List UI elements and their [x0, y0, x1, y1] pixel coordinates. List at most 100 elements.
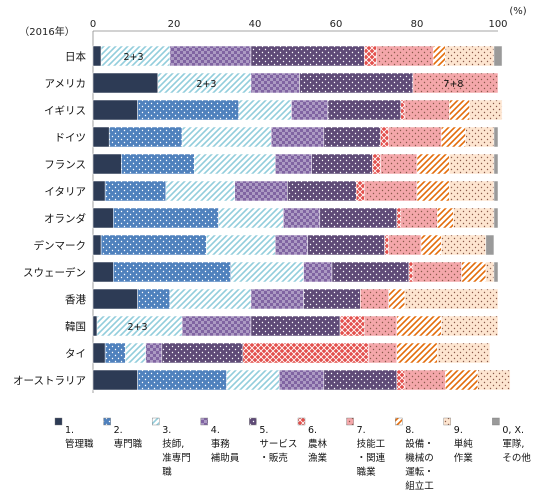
bar-segment	[299, 72, 414, 94]
category-label: タイ	[65, 348, 86, 360]
category-label: フランス	[44, 159, 86, 171]
legend-label: 9.単純作業	[454, 425, 474, 464]
bar-segment	[437, 342, 491, 364]
bar-segment	[441, 234, 487, 256]
legend-label: 1.管理職	[65, 425, 94, 450]
category-label: ドイツ	[55, 132, 87, 144]
category-label: 韓国	[65, 321, 86, 333]
bar-segment	[420, 234, 442, 256]
bar-segment	[380, 153, 418, 175]
year-label: （2016年）	[19, 25, 74, 38]
legend-swatch	[395, 417, 403, 426]
bar-segment	[92, 234, 102, 256]
bar-segment	[360, 288, 389, 310]
bar-segment	[230, 261, 304, 283]
bar-segment	[465, 126, 495, 148]
bar-segment	[250, 315, 341, 337]
x-tick-label: 40	[249, 19, 262, 30]
bar-segment	[412, 261, 462, 283]
legend-swatch	[200, 417, 209, 426]
bar-segment	[432, 45, 446, 67]
bar-segment	[461, 261, 487, 283]
bar-segment	[194, 153, 276, 175]
bar-segment	[396, 207, 402, 229]
bar-segment	[303, 261, 333, 283]
bar-segment	[113, 261, 231, 283]
bar-segment	[250, 288, 304, 310]
category-label: イギリス	[44, 105, 86, 117]
bar-segment	[291, 99, 329, 121]
bar-segment	[404, 288, 499, 310]
bar-segment	[108, 126, 183, 148]
bar-segment	[181, 315, 252, 337]
bar-segment	[384, 234, 389, 256]
bar-segment	[380, 126, 389, 148]
bar-segment	[388, 234, 422, 256]
category-label: イタリア	[44, 186, 86, 198]
bar-segment	[449, 99, 470, 121]
legend-label: 4.事務補助員	[211, 425, 240, 464]
bar-segment	[493, 207, 499, 229]
bar-segment	[388, 288, 406, 310]
bar-segment	[92, 153, 122, 175]
x-tick-label: 100	[488, 19, 507, 30]
bar-segment	[104, 180, 167, 202]
bar-segment	[416, 153, 450, 175]
bar-segment	[493, 126, 499, 148]
bar-segment	[493, 153, 499, 175]
bar-segment	[165, 180, 235, 202]
bar-segment	[218, 207, 284, 229]
bar-segment	[92, 72, 159, 94]
legend-swatch	[54, 417, 63, 426]
bar-segment	[493, 45, 503, 67]
bar-segment	[169, 288, 252, 310]
bar-segment	[441, 315, 499, 337]
bar-segment	[137, 369, 227, 391]
bar-segment	[331, 261, 410, 283]
bar-segment	[469, 99, 503, 121]
legend-swatch	[103, 417, 111, 426]
legend-label: 5.サービス・販売	[259, 425, 297, 464]
bar-segment	[161, 342, 244, 364]
bar-segment	[412, 72, 499, 94]
bar-segment	[92, 180, 106, 202]
bar-segment	[92, 369, 138, 391]
x-tick-label: 60	[330, 19, 343, 30]
legend-label: 2.専門職	[114, 425, 143, 450]
bar-annotation: 2+3	[128, 322, 148, 333]
bar-segment	[137, 99, 240, 121]
bar-segment	[226, 369, 280, 391]
bar-annotation: 2+3	[196, 79, 216, 90]
bar-segment	[388, 126, 442, 148]
category-label: 香港	[65, 294, 86, 306]
bar-segment	[92, 288, 138, 310]
bar-segment	[283, 207, 321, 229]
bar-segment	[441, 126, 466, 148]
bar-segment	[477, 369, 511, 391]
x-tick-label: 80	[411, 19, 424, 30]
bar-segment	[275, 234, 308, 256]
bar-segment	[104, 342, 126, 364]
x-tick-label: 0	[90, 19, 96, 30]
bar-annotation: 2+3	[123, 52, 143, 63]
bar-segment	[364, 315, 398, 337]
legend-swatch	[297, 417, 306, 426]
bar-segment	[242, 342, 369, 364]
bar-segment	[137, 288, 171, 310]
bar-segment	[376, 45, 434, 67]
bar-segment	[287, 180, 357, 202]
bar-segment	[319, 207, 397, 229]
bar-segment	[396, 315, 442, 337]
legend-label: 6.農林漁業	[308, 425, 328, 464]
bar-segment	[121, 153, 195, 175]
bar-segment	[169, 45, 252, 67]
legend-label: 7.技能工・関連職業	[357, 425, 386, 478]
bar-segment	[238, 99, 292, 121]
category-label: 日本	[65, 50, 86, 63]
bar-segment	[100, 234, 207, 256]
category-label: アメリカ	[45, 78, 86, 90]
legend-swatch	[249, 417, 257, 426]
bar-segment	[311, 153, 373, 175]
bar-segment	[368, 342, 397, 364]
